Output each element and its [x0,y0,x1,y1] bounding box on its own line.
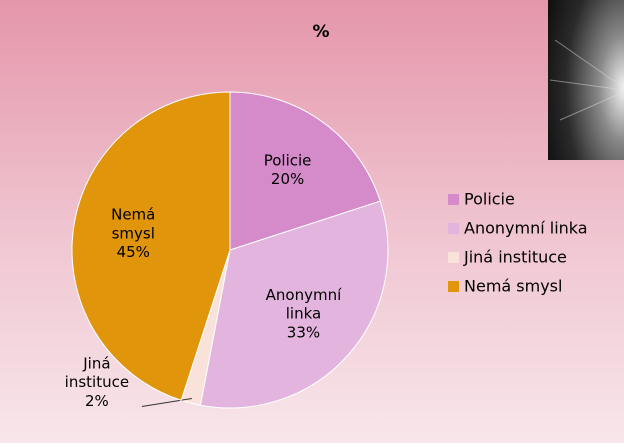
legend-swatch [448,223,459,234]
legend-label: Policie [464,190,515,209]
legend-swatch [448,252,459,263]
data-label-value: 45% [117,243,150,261]
legend-label: Nemá smysl [464,277,562,296]
data-label-value: 33% [287,323,320,341]
data-label-value: 20% [271,170,304,188]
legend-swatch [448,281,459,292]
data-label-name: Policie [264,151,312,169]
legend-label: Anonymní linka [464,219,588,238]
data-label-value: 2% [85,392,109,410]
chart: % Policie20%Anonymnílinka33%Jináinstituc… [0,0,624,443]
legend-swatch [448,194,459,205]
legend-label: Jiná instituce [463,248,567,267]
chart-title: % [312,22,329,42]
